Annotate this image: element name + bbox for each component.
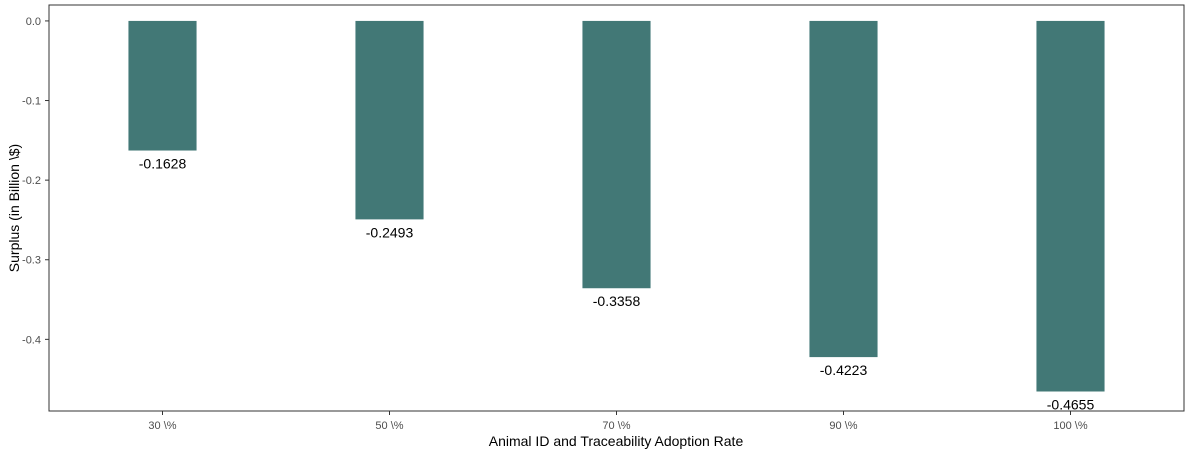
- bar-value-label: -0.4655: [1047, 396, 1095, 412]
- bar: [1036, 20, 1105, 392]
- y-axis: 0.0 -0.1 -0.2 -0.3 -0.4: [22, 16, 49, 346]
- x-axis: 30 \% 50 \% 70 \% 90 \% 100 \%: [148, 411, 1088, 432]
- x-tick-label: 70 \%: [602, 420, 630, 432]
- bar-value-label: -0.3358: [593, 293, 641, 309]
- bar-value-label: -0.4223: [820, 362, 868, 378]
- x-axis-title: Animal ID and Traceability Adoption Rate: [489, 433, 744, 449]
- bars-group: -0.1628 -0.2493 -0.3358 -0.4223 -0.4655: [128, 20, 1105, 412]
- y-tick-label: 0.0: [26, 16, 41, 28]
- y-tick-label: -0.2: [22, 175, 41, 187]
- bar: [582, 20, 651, 289]
- y-tick-label: -0.3: [22, 255, 41, 267]
- x-tick-label: 50 \%: [375, 420, 403, 432]
- bar-value-label: -0.1628: [139, 156, 187, 172]
- y-tick-label: -0.1: [22, 96, 41, 108]
- y-axis-title: Surplus (in Billion \$): [6, 144, 22, 272]
- x-tick-label: 30 \%: [148, 420, 176, 432]
- bar: [355, 20, 424, 220]
- bar: [128, 20, 197, 151]
- x-tick-label: 100 \%: [1053, 420, 1087, 432]
- bar-value-label: -0.2493: [366, 224, 414, 240]
- x-tick-label: 90 \%: [829, 420, 857, 432]
- bar: [809, 20, 878, 358]
- y-tick-label: -0.4: [22, 334, 41, 346]
